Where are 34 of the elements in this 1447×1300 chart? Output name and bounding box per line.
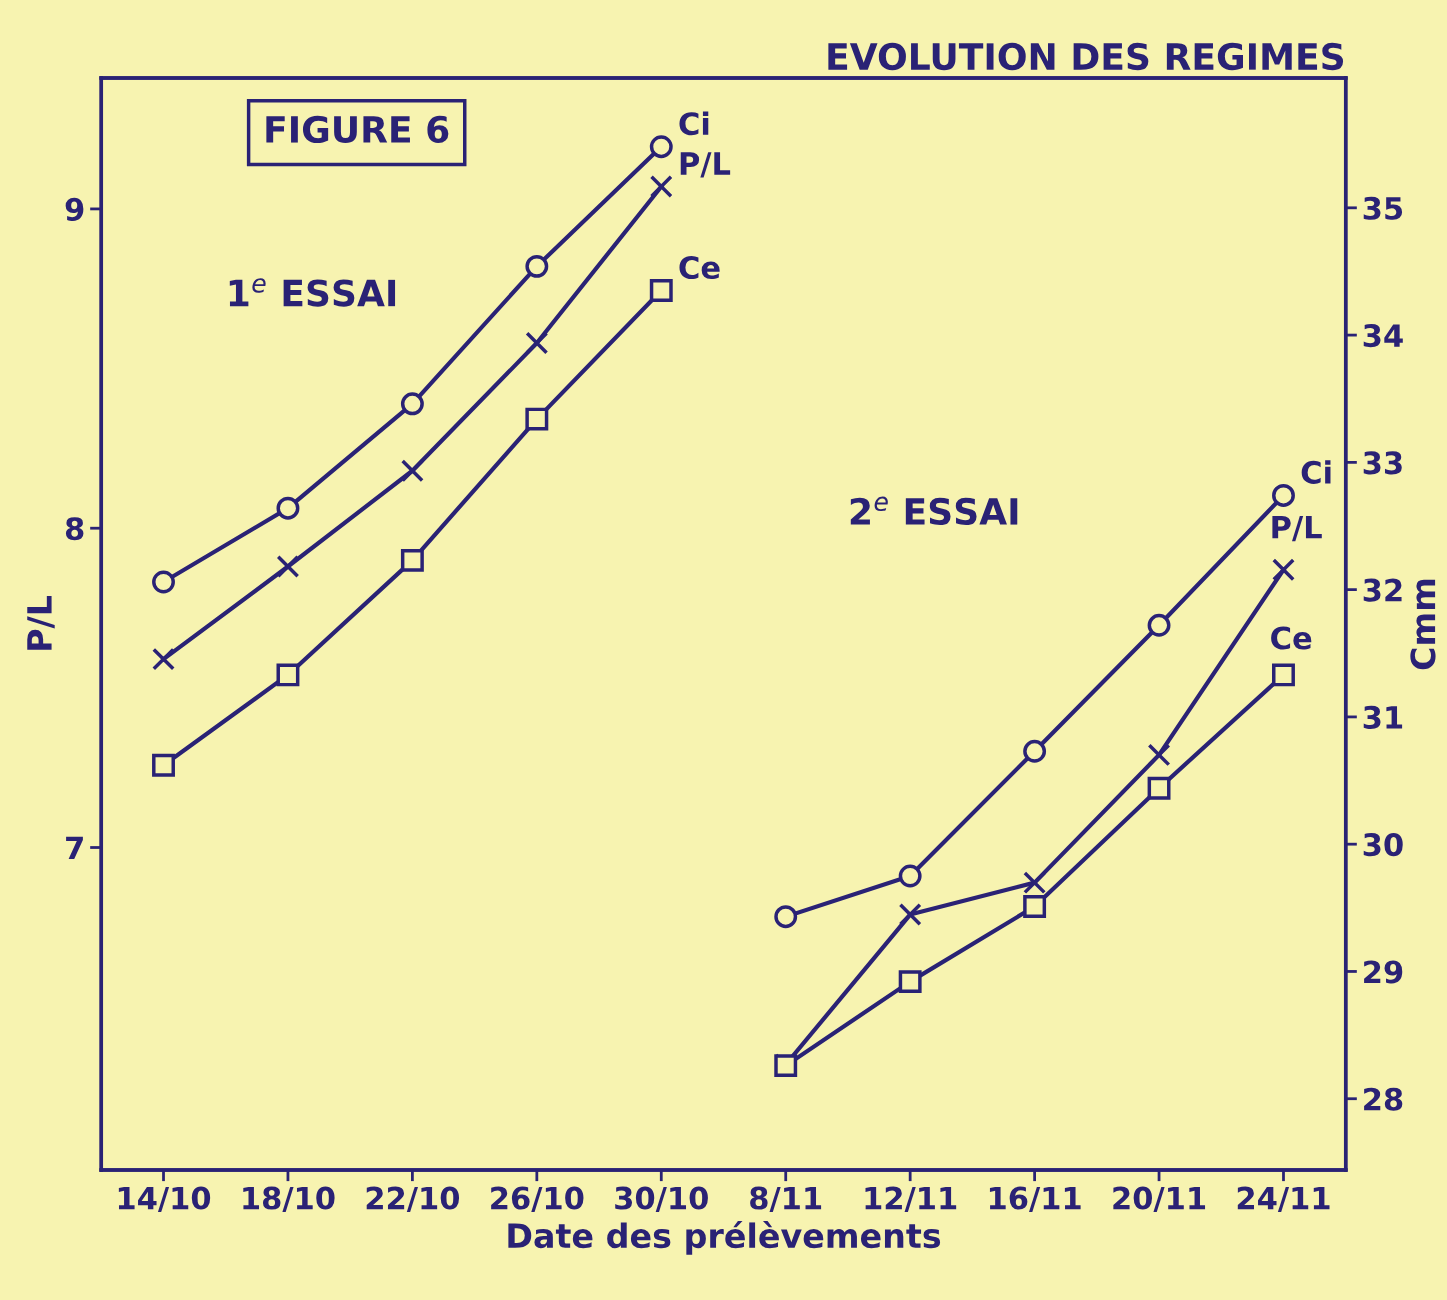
y2-tick-label: 32 — [1363, 578, 1402, 602]
x-tick-label: 16/11 — [989, 1186, 1081, 1213]
y2-tick-label: 35 — [1363, 196, 1403, 220]
y2-tick-label: 29 — [1364, 960, 1403, 984]
series-label: Ci — [1301, 460, 1331, 484]
series-label: Ce — [1271, 626, 1312, 650]
x-tick-label: 20/11 — [1113, 1186, 1206, 1213]
y2-tick-label: 28 — [1364, 1087, 1403, 1111]
chart-title: EVOLUTION DES REGIMES — [828, 42, 1344, 71]
y2-tick-label: 30 — [1363, 833, 1403, 857]
x-tick-label: 8/11 — [750, 1186, 822, 1213]
x-tick-label: 12/11 — [865, 1186, 957, 1213]
y-tick-label: 8 — [65, 517, 84, 541]
y-tick-label: 7 — [66, 836, 83, 860]
series-label: P/L — [1272, 516, 1322, 542]
annotation: FIGURE 6 — [266, 115, 449, 144]
x-tick-label: 24/11 — [1237, 1186, 1330, 1213]
x-tick-label: 30/10 — [615, 1186, 708, 1213]
y2-tick-label: 33 — [1363, 451, 1402, 475]
y-axis-title: P/L — [27, 595, 55, 650]
x-axis-title: Date des prélèvements — [508, 1221, 941, 1255]
annotation: 1$^{e}$ ESSAI — [229, 278, 396, 307]
x-tick-label: 26/10 — [491, 1186, 584, 1213]
series-label: Ce — [679, 255, 720, 280]
x-tick-label: 14/10 — [118, 1186, 211, 1213]
x-tick-label: 22/10 — [366, 1186, 460, 1213]
y-tick-label: 9 — [65, 197, 84, 221]
y2-axis-title: Cmm — [1410, 579, 1436, 670]
annotation: 2$^{e}$ ESSAI — [850, 496, 1018, 526]
y2-tick-label: 31 — [1363, 705, 1403, 729]
y2-tick-label: 34 — [1363, 324, 1403, 348]
x-tick-label: 18/10 — [243, 1186, 335, 1213]
series-label: P/L — [680, 152, 731, 178]
series-label: Ci — [679, 111, 709, 136]
